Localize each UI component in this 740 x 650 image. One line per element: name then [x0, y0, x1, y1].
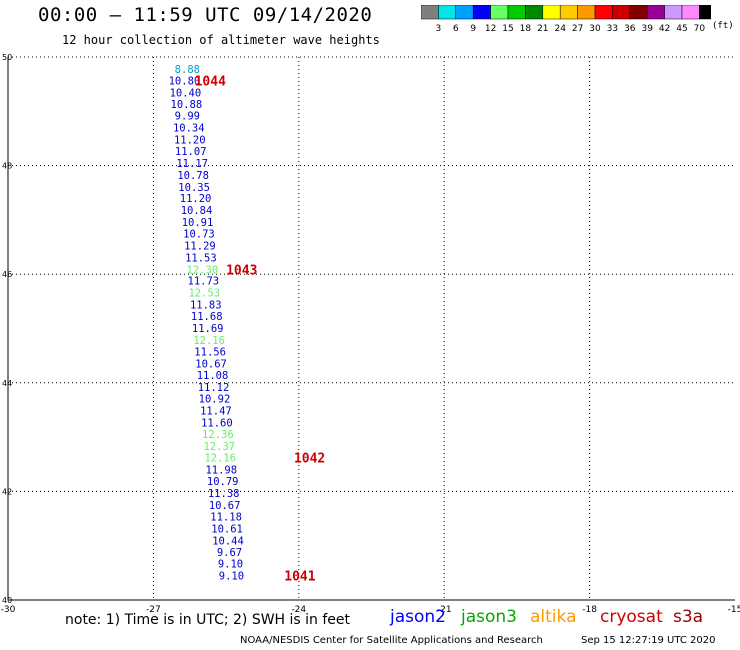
wave-height-point: 12.37: [204, 441, 236, 453]
color-scale-label: 9: [470, 24, 476, 34]
wave-height-point: 10.84: [181, 205, 213, 217]
wave-height-point: 11.12: [198, 382, 230, 394]
x-tick-label: -24: [291, 605, 306, 615]
wave-height-point: 11.98: [205, 465, 237, 477]
wave-height-point: 11.20: [174, 135, 206, 147]
satellite-altika-label: altika: [530, 607, 577, 627]
color-scale-label: 12: [485, 24, 496, 34]
wave-height-point: 10.34: [173, 123, 205, 135]
wave-height-point: 10.44: [212, 535, 244, 547]
wave-height-point: 11.68: [191, 311, 223, 323]
color-scale-label: 15: [502, 24, 513, 34]
y-tick-label: 40: [2, 596, 12, 605]
credit-text: NOAA/NESDIS Center for Satellite Applica…: [240, 635, 543, 646]
wave-height-point: 12.30: [187, 264, 219, 276]
wave-height-point: 10.92: [199, 394, 231, 406]
satellite-jason3-label: jason3: [461, 607, 517, 627]
color-scale-label: 21: [537, 24, 548, 34]
color-scale-legend: 3 6 9 12 15 18 21 24 27 30 33 36 39 42 45 70: [421, 5, 711, 34]
wave-height-point: 11.18: [210, 511, 242, 523]
wave-height-point: 12.36: [202, 429, 234, 441]
color-scale-unit: (ft): [712, 21, 734, 31]
color-swatch: [699, 5, 711, 20]
color-scale-label: 42: [659, 24, 670, 34]
wave-height-point: 11.20: [180, 193, 212, 205]
wave-height-point: 10.73: [183, 228, 215, 240]
chart-title: 00:00 – 11:59 UTC 09/14/2020: [38, 4, 373, 26]
chart-subtitle: 12 hour collection of altimeter wave hei…: [62, 33, 380, 47]
units-note: note: 1) Time is in UTC; 2) SWH is in fe…: [65, 612, 351, 628]
wave-height-point: 10.40: [170, 87, 202, 99]
pass-time-label: 1044: [195, 74, 226, 89]
wave-height-point: 12.16: [193, 335, 225, 347]
wave-height-point: 12.53: [188, 288, 220, 300]
wave-height-point: 9.10: [219, 571, 244, 583]
wave-height-point: 11.29: [184, 240, 216, 252]
color-scale-label: 39: [641, 24, 653, 34]
x-tick-label: -15: [728, 605, 740, 615]
x-tick-label: -18: [582, 605, 597, 615]
wave-height-point: 11.38: [208, 488, 240, 500]
x-tick-label: -30: [1, 605, 16, 615]
wave-height-point: 11.07: [175, 146, 207, 158]
wave-height-point: 11.60: [201, 417, 233, 429]
y-tick-label: 50: [2, 53, 12, 62]
wave-height-point: 10.78: [177, 170, 209, 182]
wave-height-point: 10.79: [207, 476, 239, 488]
color-scale-label: 27: [572, 24, 583, 34]
y-tick-label: 44: [2, 379, 12, 388]
wave-height-point: 10.35: [178, 182, 210, 194]
wave-height-point: 11.73: [188, 276, 220, 288]
y-tick-label: 46: [2, 270, 12, 279]
wave-height-point: 10.61: [211, 523, 243, 535]
pass-time-label: 1042: [294, 452, 325, 467]
wave-height-point: 10.91: [182, 217, 214, 229]
wave-height-point: 10.88: [171, 99, 203, 111]
wave-height-point: 11.53: [185, 252, 217, 264]
color-scale-label: 30: [589, 24, 601, 34]
wave-height-point: 10.67: [195, 358, 227, 370]
y-tick-label: 48: [2, 162, 12, 171]
color-scale-label: 33: [607, 24, 618, 34]
satellite-s3a-label: s3a: [673, 607, 704, 627]
color-scale-label: 36: [624, 24, 636, 34]
color-scale-label: 3: [436, 24, 442, 34]
x-tick-label: -21: [437, 605, 452, 615]
generated-timestamp: Sep 15 12:27:19 UTC 2020: [581, 635, 716, 646]
satellite-jason2-label: jason2: [390, 607, 446, 627]
wave-height-point: 11.17: [176, 158, 208, 170]
color-scale-label: 70: [694, 24, 706, 34]
wave-height-point: 10.80: [169, 75, 201, 87]
color-scale-label: 18: [520, 24, 532, 34]
x-tick-label: -27: [146, 605, 161, 615]
wave-height-point: 11.69: [192, 323, 224, 335]
wave-height-point: 9.99: [175, 111, 200, 123]
y-tick-label: 42: [2, 487, 12, 496]
wave-height-point: 9.67: [217, 547, 242, 559]
wave-height-point: 11.56: [194, 346, 226, 358]
wave-height-point: 11.83: [190, 300, 222, 312]
wave-height-point: 11.08: [197, 370, 229, 382]
wave-height-point: 8.88: [175, 64, 200, 76]
wave-height-point: 11.47: [200, 405, 232, 417]
satellite-cryosat-label: cryosat: [600, 607, 663, 627]
wave-height-point: 10.67: [209, 500, 241, 512]
pass-time-label: 1043: [226, 263, 257, 278]
color-scale-label: 45: [676, 24, 687, 34]
color-scale-label: 24: [554, 24, 566, 34]
wave-height-point: 12.16: [204, 453, 236, 465]
wave-height-point: 9.10: [218, 559, 243, 571]
pass-time-label: 1041: [284, 570, 315, 585]
color-scale-label: 6: [453, 24, 459, 34]
